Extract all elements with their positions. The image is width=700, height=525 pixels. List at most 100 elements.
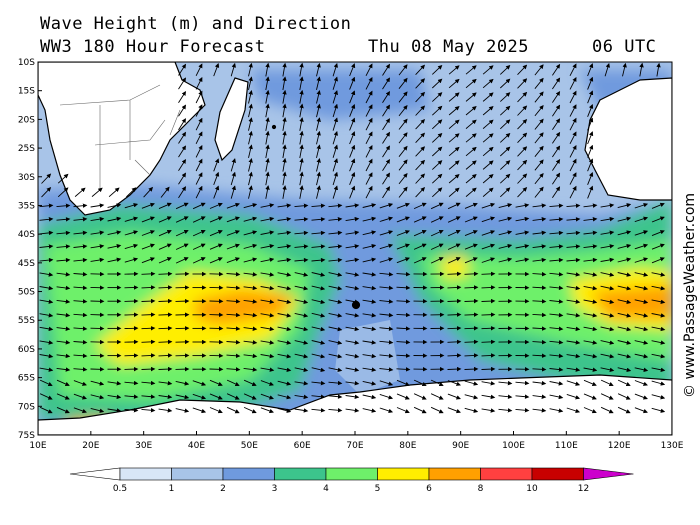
wave-arrow <box>226 312 241 318</box>
lon-label: 130E <box>661 441 684 451</box>
wave-arrow <box>243 285 258 291</box>
wave-arrow <box>532 326 547 331</box>
wave-arrow <box>379 216 394 222</box>
wave-arrow <box>566 285 581 291</box>
wave-arrow <box>499 64 511 75</box>
wave-arrow <box>260 299 275 304</box>
wave-arrow <box>158 271 173 277</box>
colorbar-swatch <box>480 467 533 481</box>
wave-arrow <box>230 158 236 172</box>
wave-arrow <box>448 119 460 129</box>
wave-arrow <box>91 187 103 197</box>
colorbar-swatch <box>222 467 275 481</box>
wave-arrow <box>73 230 88 236</box>
wave-arrow <box>651 216 665 223</box>
wave-arrow <box>311 394 326 399</box>
wave-arrow <box>600 257 615 263</box>
wave-arrow <box>141 312 156 317</box>
wave-arrow <box>600 326 615 332</box>
wave-arrow <box>583 353 598 359</box>
wave-arrow <box>349 76 356 90</box>
lat-label: 10S <box>18 58 35 68</box>
wave-arrow <box>532 257 547 263</box>
wave-arrow <box>195 131 203 145</box>
wave-arrow <box>617 299 632 305</box>
wave-arrow <box>566 299 581 304</box>
wave-arrow <box>587 103 594 117</box>
longitude-labels: 10E 20E 30E 40E 50E 60E 70E 80E 90E 100E 110E 120E 1… <box>29 431 684 451</box>
wave-arrow <box>56 272 71 277</box>
wave-arrow <box>226 216 240 223</box>
wave-arrow <box>316 130 321 145</box>
wave-arrow <box>328 326 343 332</box>
wave-arrow <box>282 76 287 91</box>
wave-arrow <box>379 203 394 209</box>
wave-arrow <box>447 407 461 414</box>
wave-arrow <box>499 119 511 130</box>
wave-arrow <box>158 216 172 223</box>
wave-arrow <box>294 353 309 359</box>
colorbar-swatch <box>377 467 430 481</box>
wave-arrow <box>345 380 360 386</box>
wave-arrow <box>498 380 513 386</box>
wave-arrow <box>226 271 241 277</box>
wave-arrow <box>481 312 496 317</box>
wave-arrow <box>365 172 373 185</box>
wave-arrow <box>398 159 408 171</box>
wave-arrow <box>569 185 577 199</box>
wave-arrow <box>192 393 207 400</box>
wave-arrow <box>277 244 292 249</box>
wave-arrow <box>299 157 304 172</box>
wave-arrow <box>192 202 206 210</box>
wave-arrow <box>379 340 394 345</box>
wave-arrow <box>141 366 156 372</box>
wave-arrow <box>158 257 172 264</box>
wave-arrow <box>282 130 287 145</box>
wave-arrow <box>213 158 220 172</box>
wave-arrow <box>265 185 270 199</box>
borders <box>59 84 181 190</box>
wave-arrow <box>464 339 479 345</box>
wave-arrow <box>430 257 444 264</box>
wave-arrow <box>396 230 410 236</box>
wave-arrow <box>56 257 71 263</box>
colorbar-low-tail <box>69 467 121 481</box>
wave-arrow <box>365 90 373 104</box>
wave-arrow <box>90 257 105 263</box>
wave-arrow <box>294 272 309 277</box>
wave-arrow <box>74 187 86 197</box>
wave-arrow <box>362 353 377 359</box>
wave-arrow <box>349 63 356 77</box>
wave-arrow <box>260 340 275 345</box>
wave-arrow <box>209 243 223 250</box>
wave-arrow <box>345 203 360 208</box>
wave-arrow <box>465 78 477 89</box>
wave-arrow <box>265 89 270 104</box>
wave-arrow <box>566 326 581 332</box>
wave-arrow <box>260 230 275 235</box>
wave-arrow <box>482 160 494 170</box>
wave-arrow <box>534 64 544 76</box>
wave-arrow <box>600 393 614 400</box>
wave-arrow <box>345 285 360 291</box>
wave-arrow <box>175 408 190 413</box>
lon-label: 70E <box>346 441 363 451</box>
colorbar-label: 12 <box>578 484 589 494</box>
wave-arrow <box>634 257 649 263</box>
wave-arrow <box>481 339 496 345</box>
wave-arrow <box>396 271 411 277</box>
wave-arrow <box>651 367 666 372</box>
wave-arrow <box>209 393 223 400</box>
wave-arrow <box>587 63 594 77</box>
wave-arrow <box>248 130 253 145</box>
wave-arrow <box>226 339 241 345</box>
wave-arrow <box>56 299 71 304</box>
wave-arrow <box>499 78 511 89</box>
wave-arrow <box>566 230 581 236</box>
lat-label: 60S <box>18 345 35 355</box>
wave-arrow <box>617 340 632 345</box>
wave-arrow <box>299 89 304 104</box>
wave-arrow <box>362 216 377 222</box>
wave-arrow <box>195 172 203 185</box>
wave-arrow <box>396 353 411 359</box>
